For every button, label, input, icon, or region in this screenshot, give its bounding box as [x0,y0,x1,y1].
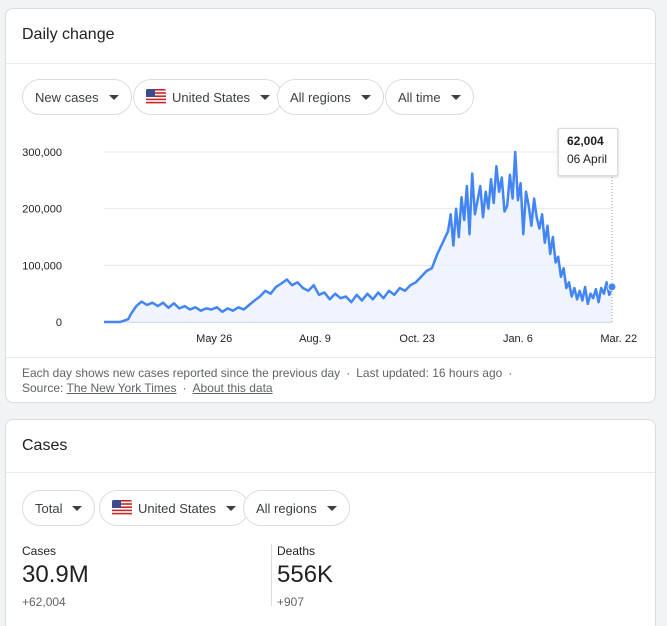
period-dropdown-label: All time [398,89,441,105]
tooltip-value: 62,004 [567,134,604,148]
source-link[interactable]: The New York Times [66,381,177,395]
chevron-down-icon [108,94,119,100]
y-tick-label: 100,000 [22,260,62,272]
cases-stat: Cases 30.9M +62,004 [22,544,89,609]
card-divider [6,63,655,64]
about-data-link[interactable]: About this data [192,381,273,395]
cases-delta: +62,004 [22,595,66,609]
region-dropdown[interactable]: All regions [243,490,350,526]
cases-value: 30.9M [22,561,89,588]
daily-change-card: Daily change New cases United States All… [5,8,656,403]
daily-cases-chart[interactable]: 0 100,000 200,000 300,000 May 26 Aug. 9 Oct. 2… [6,124,657,359]
series-line [104,150,614,324]
chevron-down-icon [226,505,237,511]
us-flag-icon [146,89,166,105]
chart-svg: 0 100,000 200,000 300,000 May 26 Aug. 9 Oct. 2… [22,129,637,345]
tooltip-date: 06 April [567,152,608,166]
area-fill [104,152,612,322]
x-tick-label: Mar. 22 [600,333,637,345]
type-dropdown[interactable]: Total [22,490,96,526]
us-flag-icon [112,500,132,516]
card-divider [6,357,655,358]
chevron-down-icon [360,94,371,100]
period-dropdown[interactable]: All time [385,79,474,115]
deaths-stat: Deaths 556K +907 [277,544,333,609]
country-dropdown[interactable]: United States [99,490,250,526]
type-dropdown-label: Total [35,500,63,516]
country-dropdown-label: United States [172,89,251,105]
chevron-down-icon [326,505,337,511]
y-tick-label: 0 [56,317,62,329]
deaths-delta: +907 [277,595,305,609]
country-dropdown-label: United States [138,500,217,516]
card-divider [6,472,655,473]
region-dropdown[interactable]: All regions [277,79,384,115]
country-dropdown[interactable]: United States [133,79,284,115]
cases-label: Cases [22,544,57,558]
metric-dropdown[interactable]: New cases [22,79,132,115]
x-tick-label: Jan. 6 [503,333,533,345]
daily-change-title: Daily change [22,26,115,43]
region-dropdown-label: All regions [290,89,351,105]
x-tick-label: Aug. 9 [299,333,331,345]
stat-divider [271,544,272,606]
footnote-text: Each day shows new cases reported since … [22,366,341,380]
chevron-down-icon [72,505,83,511]
chevron-down-icon [450,94,461,100]
cases-card: Cases Total United States All regions Ca… [5,419,656,626]
y-tick-label: 300,000 [22,147,62,159]
deaths-label: Deaths [277,544,316,558]
x-tick-label: Oct. 23 [399,333,434,345]
source-label: Source: [22,381,64,395]
x-tick-label: May 26 [196,333,232,345]
hover-point [607,282,617,292]
chart-tooltip: 62,004 06 April [558,128,618,176]
y-tick-label: 200,000 [22,204,62,216]
chevron-down-icon [260,94,271,100]
metric-dropdown-label: New cases [35,89,99,105]
deaths-value: 556K [277,561,334,588]
cases-title: Cases [22,437,68,454]
last-updated: Last updated: 16 hours ago [356,366,503,380]
region-dropdown-label: All regions [256,500,317,516]
chart-footnote: Each day shows new cases reported since … [22,366,513,395]
